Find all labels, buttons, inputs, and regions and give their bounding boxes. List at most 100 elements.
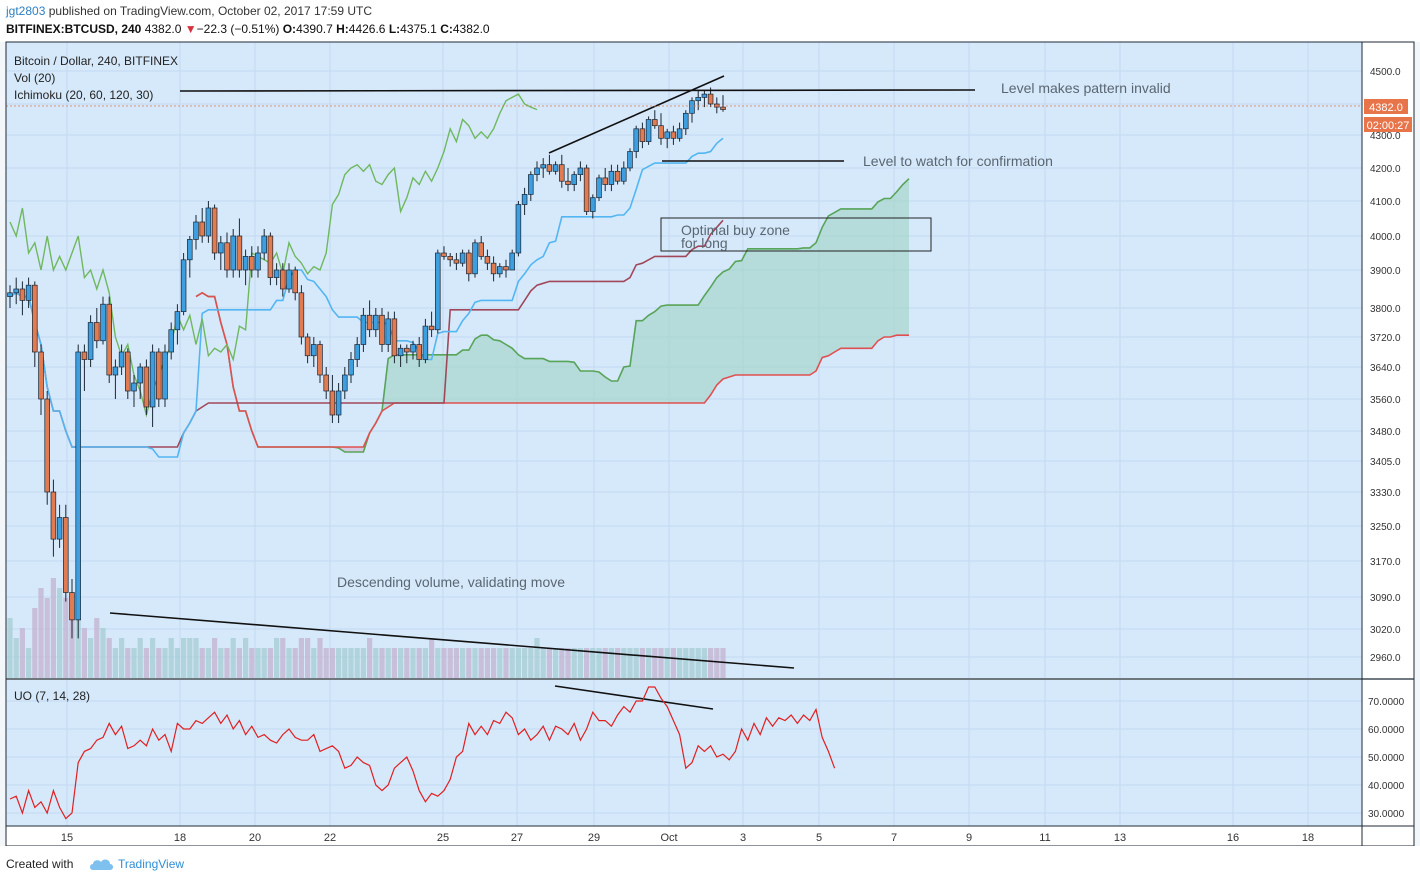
volume-trendline[interactable]: [109, 612, 795, 669]
time-tick-label: 18: [174, 832, 186, 844]
volume-bar: [267, 648, 273, 678]
candle-body: [286, 269, 292, 290]
tradingview-brand-link[interactable]: TradingView: [118, 857, 185, 871]
volume-bar: [298, 638, 304, 678]
volume-bar: [453, 648, 459, 678]
volume-bar: [429, 638, 435, 678]
volume-bar: [193, 638, 199, 678]
candle-body: [199, 221, 205, 237]
candle-body: [162, 351, 168, 400]
volume-bar: [249, 648, 255, 678]
volume-bar: [187, 638, 193, 678]
rising-trendline[interactable]: [548, 75, 725, 154]
drawings: [6, 75, 1362, 710]
resistance-line[interactable]: [179, 89, 976, 92]
buy-zone-box[interactable]: [660, 217, 932, 252]
annotation-volume-note[interactable]: Descending volume, validating move: [337, 574, 565, 590]
annotation-level-invalid[interactable]: Level makes pattern invalid: [1001, 80, 1171, 96]
last-price-tag-text: 4382.0: [1369, 102, 1403, 114]
ultimate-oscillator: [9, 686, 836, 820]
candle-body: [540, 164, 546, 169]
chikou-span: [9, 93, 538, 418]
volume-bar: [534, 638, 540, 678]
volume-bar: [255, 648, 261, 678]
volume-bar: [317, 638, 323, 678]
down-arrow-icon: ▼: [184, 22, 197, 36]
candle-body: [453, 259, 460, 264]
candle-body: [211, 207, 218, 254]
time-tick-label: 20: [249, 832, 261, 844]
annotation-level-watch[interactable]: Level to watch for confirmation: [863, 153, 1053, 169]
volume-bar: [156, 648, 162, 678]
oscillator-title[interactable]: UO (7, 14, 28): [14, 689, 90, 703]
volume-bar: [577, 648, 583, 678]
volume-bar: [57, 588, 63, 678]
volume-bar: [590, 648, 596, 678]
candle-body: [472, 242, 478, 275]
ichimoku-indicator-label[interactable]: Ichimoku (20, 60, 120, 30): [14, 88, 153, 102]
candle-body: [466, 252, 472, 275]
candle-body: [112, 366, 119, 376]
volume-bar: [236, 648, 242, 678]
volume-bar: [460, 648, 466, 678]
price-tick-label: 3900.0: [1370, 266, 1401, 277]
volume-bar: [540, 648, 546, 678]
candle-body: [534, 167, 540, 175]
candle-body: [484, 256, 491, 264]
oscillator-line: [9, 686, 836, 820]
annotation-buy-zone-line2[interactable]: for long: [681, 235, 728, 251]
candle-body: [590, 197, 596, 212]
candle-body: [125, 351, 131, 392]
candle-body: [373, 314, 379, 331]
candle-body: [720, 106, 726, 110]
volume-bar: [379, 648, 385, 678]
candle-body: [447, 256, 453, 261]
volume-bar: [491, 648, 497, 678]
candle-body: [621, 167, 627, 182]
candle-body: [44, 398, 50, 493]
high-label: H:: [336, 22, 349, 36]
candle-body: [571, 174, 577, 185]
candle-body: [292, 269, 298, 294]
candle-body: [255, 252, 261, 271]
volume-bar: [689, 648, 695, 678]
annotation-buy-zone-line1[interactable]: Optimal buy zone: [681, 222, 790, 238]
volume-bar: [19, 628, 25, 678]
volume-bar: [621, 648, 627, 678]
volume-bar: [559, 648, 565, 678]
price-tick-label: 3090.0: [1370, 593, 1401, 604]
volume-bar: [243, 638, 249, 678]
volume-bar: [652, 648, 658, 678]
chart-canvas[interactable]: 4500.04400.04300.04200.04100.04000.03900…: [0, 0, 1420, 846]
volume-bar: [608, 648, 614, 678]
axes: 4500.04400.04300.04200.04100.04000.03900…: [61, 67, 1405, 844]
volume-bar: [143, 648, 149, 678]
volume-bar: [112, 648, 118, 678]
candle-body: [267, 235, 274, 278]
volume-bar: [373, 648, 379, 678]
candle-body: [50, 491, 57, 540]
time-tick-label: 3: [740, 832, 746, 844]
candle-body: [304, 336, 311, 357]
candle-body: [397, 347, 404, 357]
candle-body: [100, 303, 106, 342]
candle-body: [156, 351, 162, 400]
candle-body: [230, 235, 236, 271]
author-link[interactable]: jgt2803: [6, 4, 46, 18]
oscillator-tick-label: 30.0000: [1368, 809, 1405, 820]
last-value: 4382.0: [144, 22, 182, 36]
volume-bar: [546, 648, 552, 678]
volume-bar: [602, 648, 608, 678]
oscillator-trendline[interactable]: [554, 685, 714, 710]
candle-body: [670, 131, 677, 139]
cloud-bullish-segment: [369, 178, 910, 433]
candle-body: [490, 262, 497, 275]
volume-indicator-label[interactable]: Vol (20): [14, 71, 55, 85]
volume-bar: [63, 598, 69, 678]
time-tick-label: 11: [1039, 832, 1050, 844]
volume-bar: [329, 648, 335, 678]
candle-body: [261, 235, 267, 254]
price-tick-label: 2960.0: [1370, 653, 1401, 664]
candle-body: [69, 592, 75, 621]
candle-body: [435, 252, 441, 331]
